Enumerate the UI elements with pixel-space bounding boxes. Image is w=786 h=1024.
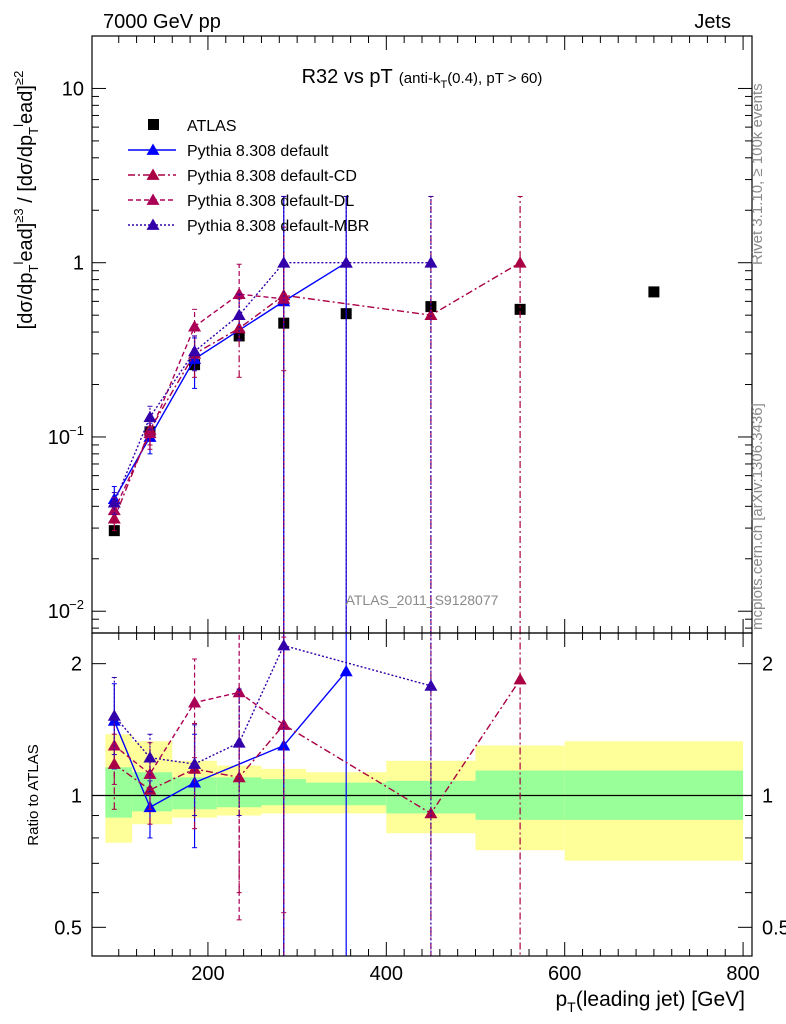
ratio-ytick-label: 2 [71,654,82,676]
data-point [143,426,157,439]
legend-label: Pythia 8.308 default-DL [187,193,354,210]
ratio-ytick-label-right: 1 [762,785,773,807]
ratio-xtick-label: 200 [191,963,224,985]
data-point [513,256,527,268]
data-point [513,673,527,685]
ratio-ytick-label: 0.5 [54,917,82,939]
legend-marker [146,193,160,205]
series-line [113,262,521,519]
data-point [107,709,121,721]
legend-item: Pythia 8.308 default-MBR [128,218,369,235]
data-point [188,696,202,708]
data-point [514,303,526,315]
main-series-0 [108,286,660,537]
data-point [107,496,121,508]
data-point [188,320,202,332]
legend: ATLAS Pythia 8.308 default Pythia 8.308 de… [128,118,369,235]
mcplots-label: mcplots.cern.ch [arXiv:1306.3436] [749,403,766,630]
data-point [277,639,291,651]
data-point [143,410,157,422]
x-axis-label: pT(leading jet) [GeV] [555,988,745,1015]
data-point [232,685,246,698]
header-left: 7000 GeV pp [103,11,221,33]
ratio-plot-area [92,633,752,956]
ratio-xtick-label: 400 [370,963,403,985]
data-point [424,308,438,321]
ratio-series-3 [107,633,438,956]
main-ylabel: [dσ/dpTlead]≥3 / [dσ/dpTlead]≥2 [11,71,41,330]
main-series-2 [107,195,527,633]
legend-label: Pythia 8.308 default-CD [187,168,357,185]
series-line [113,644,432,765]
header-right: Jets [694,11,731,33]
legend-item: Pythia 8.308 default-DL [128,193,354,210]
data-point [188,757,202,769]
legend-label: Pythia 8.308 default [187,143,329,160]
data-point [232,287,246,300]
data-point [648,286,660,298]
data-point [107,512,121,524]
data-point [188,344,202,357]
main-ytick-exponent: −1 [69,423,84,438]
main-series-3 [107,262,291,524]
data-point [107,757,121,769]
data-point [232,308,246,321]
main-ytick-exponent: −2 [69,597,84,612]
ratio-bands [105,734,744,861]
legend-label: Pythia 8.308 default-MBR [187,218,369,235]
legend-item: Pythia 8.308 default [128,143,329,160]
ratio-xtick-label: 600 [548,963,581,985]
ratio-xtick-label: 800 [726,963,759,985]
series-line [113,262,347,500]
data-point [424,256,438,268]
series-line [113,293,284,511]
data-point [277,292,291,304]
legend-marker [146,168,160,180]
uncertainty-band-inner [105,767,133,818]
data-point [277,739,291,751]
data-point [232,736,246,748]
main-ytick-label: 10 [48,601,70,623]
main-series-1 [107,195,353,633]
data-point [232,770,246,783]
data-point [143,751,157,763]
legend-marker [146,143,160,155]
legend-item: Pythia 8.308 default-CD [128,168,357,185]
data-point [277,256,291,268]
analysis-watermark: ATLAS_2011_S9128077 [346,592,499,608]
ratio-ylabel: Ratio to ATLAS [25,744,42,845]
legend-item: ATLAS [148,118,237,135]
main-ytick-label: 10 [62,78,84,100]
data-point [424,806,438,819]
data-point [339,664,353,677]
chart-title: R32 vs pT (anti-kT(0.4), pT > 60) [302,66,543,91]
data-point [143,767,157,779]
legend-marker [146,218,160,230]
main-series-4 [107,195,438,633]
ratio-ytick-label: 1 [71,785,82,807]
rivet-label: Rivet 3.1.10, ≥ 100k events [749,83,766,265]
ratio-ytick-label-right: 0.5 [762,917,786,939]
series-line [113,262,431,503]
ratio-ytick-label-right: 2 [762,654,773,676]
data-point [424,679,438,691]
main-ytick-label: 1 [73,253,84,275]
main-plot-area [107,195,660,633]
ratio-axes: 0.5 0.5 1 1 2 2 200 400 600 800 [54,633,786,985]
legend-label: ATLAS [187,118,237,135]
legend-marker [148,119,159,130]
main-ytick-label: 10 [48,427,70,449]
data-point [339,256,353,268]
